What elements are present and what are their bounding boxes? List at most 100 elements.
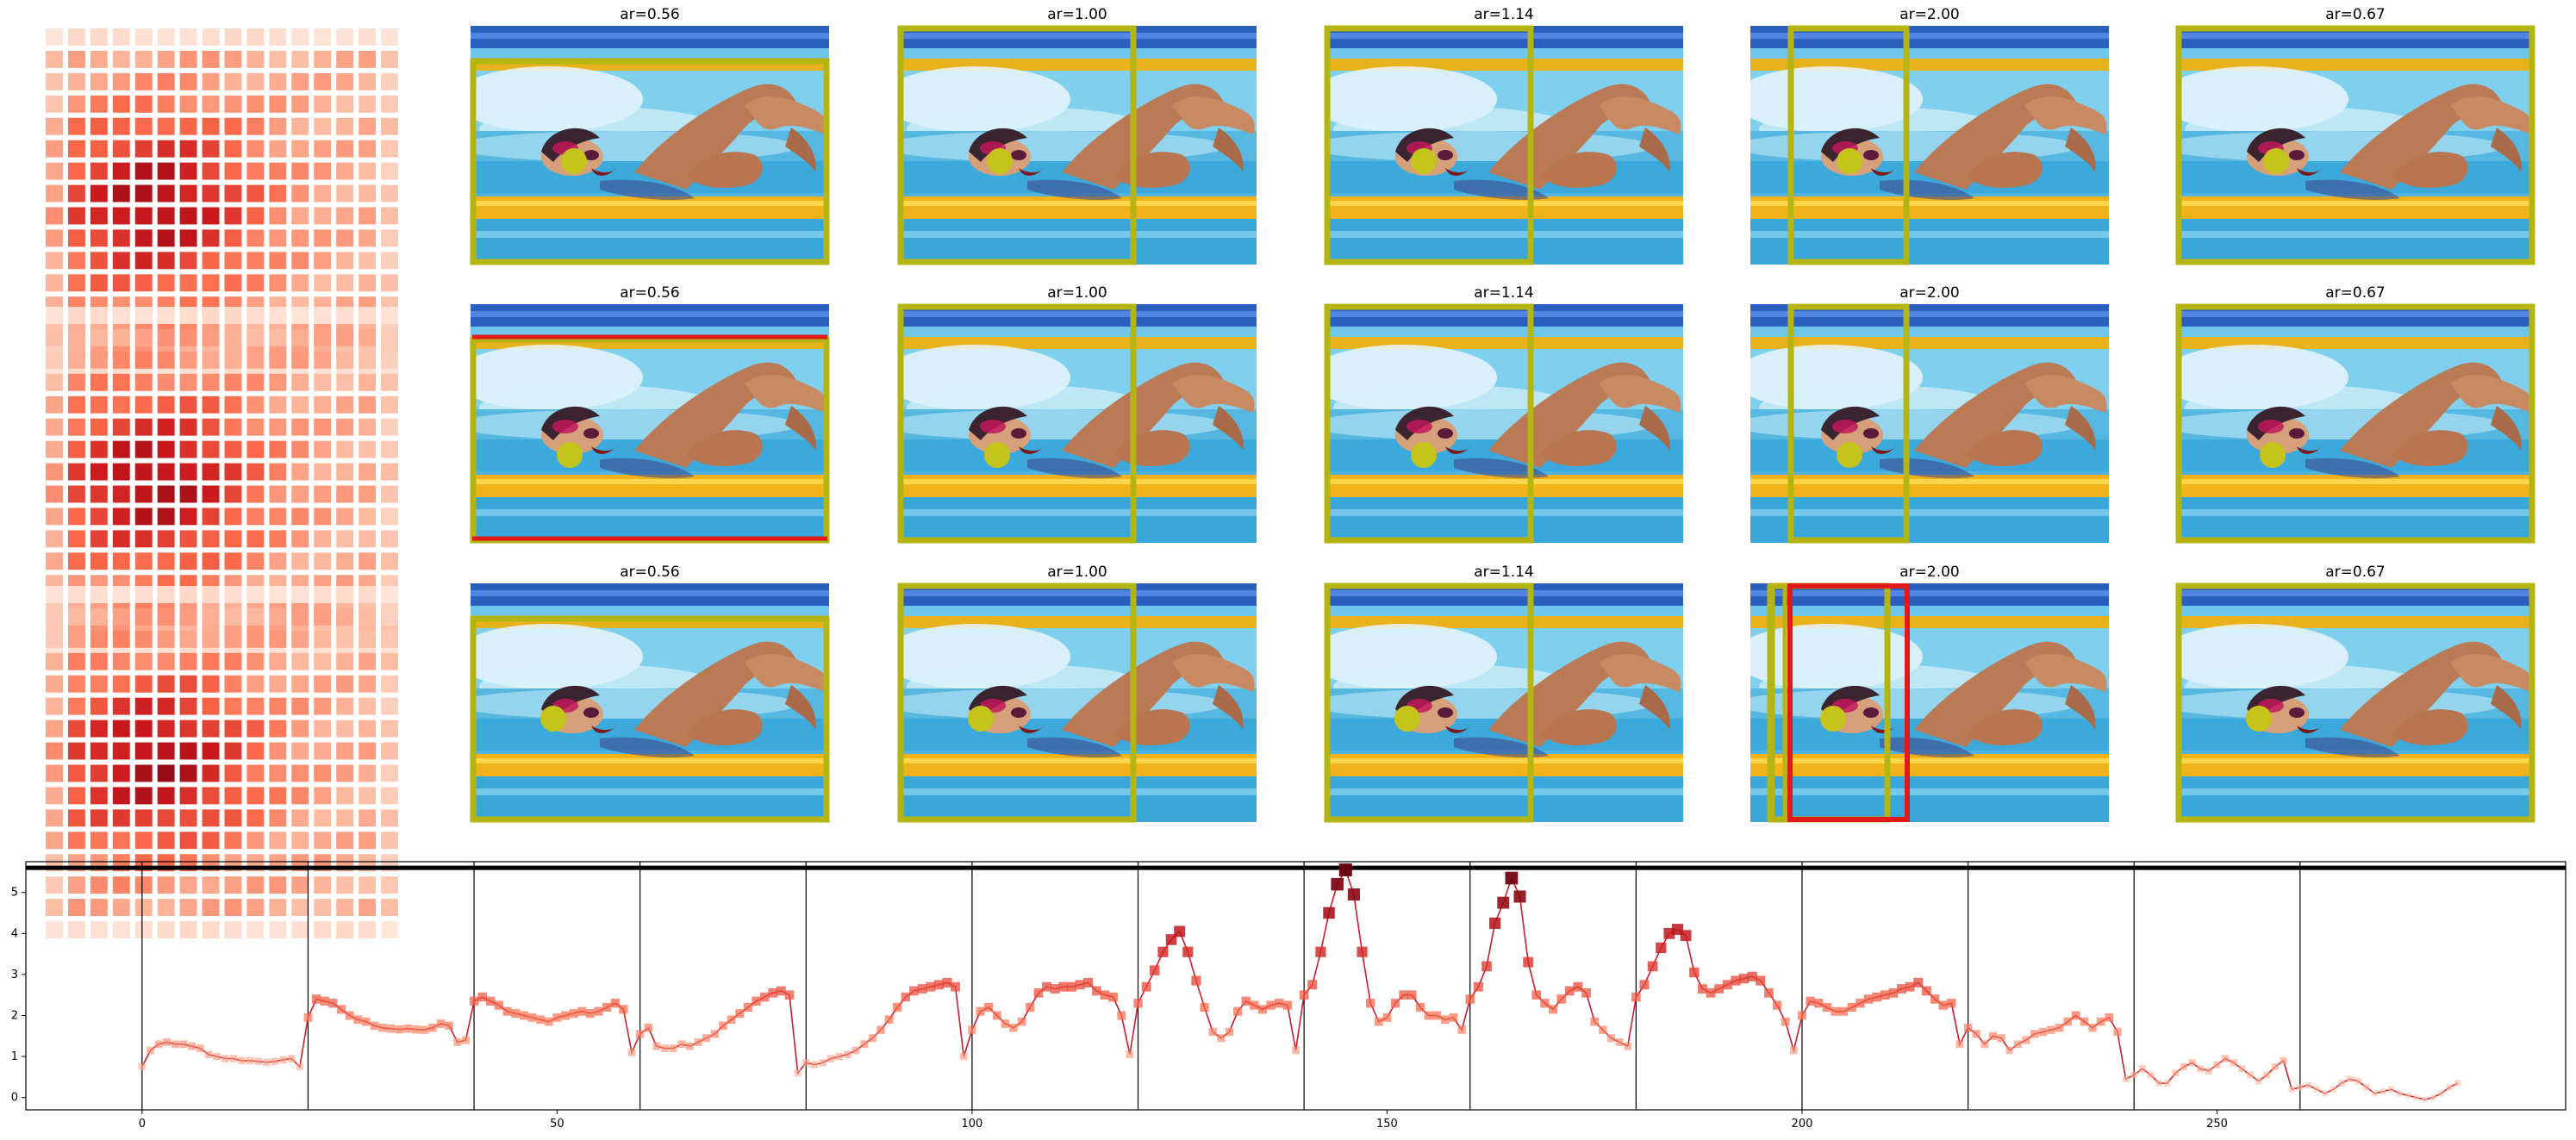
score-point — [1680, 930, 1692, 942]
focus-point — [2260, 442, 2286, 468]
score-point — [336, 1005, 346, 1014]
heatmap-cell — [291, 652, 309, 670]
heatmap-cell — [46, 921, 63, 938]
crop-panel: ar=1.00 — [897, 284, 1257, 544]
score-point — [2130, 1071, 2138, 1079]
heatmap-cell — [46, 876, 63, 894]
heatmap-cell — [359, 921, 377, 938]
heatmap-cell — [157, 832, 175, 850]
score-point — [1772, 1000, 1782, 1010]
heatmap-cell — [90, 697, 108, 715]
heatmap-cell — [336, 351, 354, 369]
heatmap-cell — [112, 485, 130, 503]
heatmap-cell — [67, 530, 85, 548]
score-point — [296, 1062, 303, 1071]
heatmap-cell — [112, 697, 130, 715]
score-point — [1590, 1017, 1600, 1026]
focus-point — [984, 442, 1010, 468]
heatmap-cell — [246, 787, 265, 805]
crop-box — [897, 25, 1137, 265]
heatmap-cell — [224, 652, 242, 670]
heatmap-cell — [157, 95, 175, 113]
heatmap-cell — [336, 463, 354, 481]
swimmer-photo — [2176, 26, 2535, 265]
score-point — [2429, 1094, 2436, 1101]
heatmap-cell — [202, 396, 220, 414]
heatmap-cell — [46, 899, 63, 917]
heatmap-cell — [359, 72, 377, 90]
heatmap-cell — [157, 764, 175, 782]
score-point — [835, 1052, 844, 1061]
score-point — [353, 1015, 363, 1025]
heatmap-cell — [202, 742, 220, 760]
heatmap-cell — [224, 809, 242, 827]
heatmap-cell — [269, 307, 287, 324]
heatmap-cell — [67, 418, 85, 436]
x-tick-label: 0 — [139, 1118, 146, 1131]
heatmap-cell — [179, 184, 197, 202]
crop-panel-title: ar=0.67 — [2325, 6, 2386, 23]
heatmap-cell — [291, 252, 309, 270]
heatmap-cell — [179, 586, 197, 603]
heatmap-cell — [67, 140, 85, 158]
score-point — [2022, 1036, 2030, 1044]
heatmap-cell — [381, 351, 398, 369]
heatmap-cell — [246, 463, 265, 481]
heatmap-cell — [202, 162, 220, 180]
score-point — [694, 1037, 702, 1046]
heatmap-cell — [269, 809, 287, 827]
heatmap-cell — [269, 140, 287, 158]
heatmap-cell — [359, 787, 377, 805]
heatmap-cell — [179, 28, 197, 46]
heatmap-cell — [202, 252, 220, 270]
heatmap-cell — [291, 463, 309, 481]
heatmap-cell — [246, 530, 265, 548]
heatmap-cell — [112, 720, 130, 738]
heatmap-cell — [90, 117, 108, 135]
heatmap-cell — [112, 50, 130, 68]
heatmap-cell — [112, 530, 130, 548]
score-point — [1697, 984, 1707, 994]
heatmap-cell — [314, 921, 332, 938]
heatmap-cell — [246, 921, 265, 938]
heatmap-cell — [157, 117, 175, 135]
heatmap-cell — [90, 720, 108, 738]
heatmap-cell — [314, 28, 332, 46]
heatmap-cell — [202, 140, 220, 158]
heatmap-cell — [90, 95, 108, 113]
heatmap-cell — [157, 530, 175, 548]
score-point — [1058, 981, 1069, 992]
score-point — [486, 996, 496, 1006]
score-point — [1307, 980, 1318, 990]
score-point — [428, 1024, 437, 1032]
heatmap-cell — [269, 485, 287, 503]
heatmap-cell — [246, 328, 265, 346]
heatmap-cell — [179, 921, 197, 938]
heatmap-cell — [246, 50, 265, 68]
heatmap-cell — [90, 607, 108, 626]
score-point — [844, 1050, 851, 1059]
heatmap-cell — [134, 50, 153, 68]
heatmap-cell — [336, 373, 354, 391]
heatmap-cell — [46, 697, 63, 715]
score-point — [2038, 1027, 2047, 1037]
score-point — [328, 999, 338, 1008]
heatmap-cell — [46, 162, 63, 180]
score-point — [387, 1025, 396, 1033]
swimmer-photo — [898, 26, 1257, 265]
score-point — [502, 1006, 512, 1016]
heatmap-cell — [359, 274, 377, 292]
heatmap-cell — [381, 307, 398, 324]
score-point — [1913, 977, 1924, 987]
heatmap-cell — [314, 552, 332, 570]
heatmap-cell — [224, 720, 242, 738]
crop-box — [1324, 25, 1534, 265]
heatmap-cell — [202, 463, 220, 481]
score-point — [594, 1006, 603, 1016]
score-point — [1075, 980, 1085, 990]
score-point — [960, 1052, 968, 1061]
score-point — [2180, 1062, 2188, 1071]
crop-panel: ar=1.00 — [897, 6, 1257, 265]
heatmap-cell — [246, 351, 265, 369]
heatmap-cell — [381, 463, 398, 481]
